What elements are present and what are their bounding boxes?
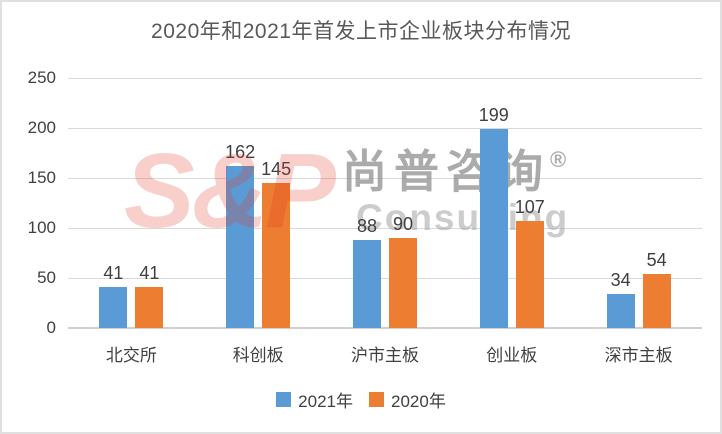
value-label-2021年-科创板: 162 bbox=[225, 142, 256, 162]
y-tick-label: 250 bbox=[27, 68, 56, 87]
bar-2021年-深市主板 bbox=[606, 294, 635, 328]
y-tick-label: 150 bbox=[27, 168, 56, 187]
bar-2020年-北交所 bbox=[135, 287, 164, 328]
x-tick-label-深市主板: 深市主板 bbox=[604, 346, 673, 365]
value-label-2021年-沪市主板: 88 bbox=[356, 216, 378, 236]
bar-2020年-创业板 bbox=[515, 221, 544, 328]
value-label-2020年-沪市主板: 90 bbox=[392, 214, 414, 234]
value-label-2021年-深市主板: 34 bbox=[610, 270, 631, 290]
x-tick-label-创业板: 创业板 bbox=[486, 346, 538, 365]
x-tick-label-沪市主板: 沪市主板 bbox=[351, 346, 419, 365]
gridline-0 bbox=[68, 327, 702, 329]
y-tick-label: 0 bbox=[46, 318, 56, 337]
gridline-100 bbox=[68, 227, 702, 229]
gridline-150 bbox=[68, 177, 702, 179]
plot-area bbox=[68, 77, 702, 329]
legend-swatch-icon bbox=[369, 392, 384, 407]
gridline-250 bbox=[68, 77, 702, 79]
chart-legend: 2021年 2020年 bbox=[2, 387, 720, 412]
gridline-200 bbox=[68, 127, 702, 129]
legend-item-2020年: 2020年 bbox=[369, 387, 446, 412]
y-tick-label: 100 bbox=[27, 218, 56, 237]
value-label-2021年-创业板: 199 bbox=[478, 105, 509, 125]
bar-2020年-科创板 bbox=[262, 183, 291, 328]
x-tick-label-北交所: 北交所 bbox=[105, 346, 157, 365]
gridline-50 bbox=[68, 277, 702, 279]
bar-2021年-北交所 bbox=[99, 287, 128, 328]
legend-item-2021年: 2021年 bbox=[276, 387, 353, 412]
value-label-2020年-北交所: 41 bbox=[139, 263, 160, 283]
bar-2021年-创业板 bbox=[479, 129, 508, 328]
bar-2020年-沪市主板 bbox=[389, 238, 417, 328]
bar-2021年-沪市主板 bbox=[353, 240, 381, 328]
value-label-2020年-创业板: 107 bbox=[514, 197, 545, 217]
bar-2020年-深市主板 bbox=[642, 274, 671, 328]
bar-2021年-科创板 bbox=[226, 166, 255, 328]
x-tick-label-科创板: 科创板 bbox=[232, 346, 284, 365]
chart-title: 2020年和2021年首发上市企业板块分布情况 bbox=[151, 20, 571, 43]
legend-label: 2020年 bbox=[391, 392, 446, 411]
y-tick-label: 200 bbox=[27, 118, 56, 137]
legend-swatch-icon bbox=[276, 392, 292, 407]
value-label-2020年-深市主板: 54 bbox=[646, 250, 667, 270]
value-label-2021年-北交所: 41 bbox=[103, 263, 124, 283]
y-tick-label: 50 bbox=[37, 268, 56, 287]
legend-label: 2021年 bbox=[298, 392, 353, 411]
value-label-2020年-科创板: 145 bbox=[261, 159, 292, 179]
